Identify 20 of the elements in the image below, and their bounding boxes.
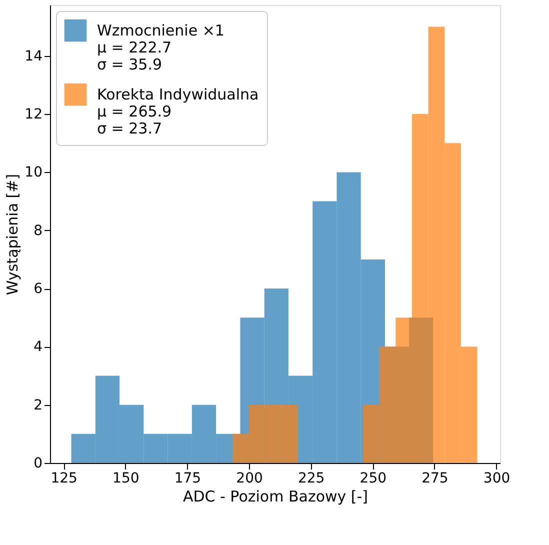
x-tick-label: 175 [174, 470, 202, 486]
x-tick-label: 150 [112, 470, 140, 486]
y-axis-title: Wystąpienia [#] [4, 174, 22, 296]
y-tick-label: 0 [34, 456, 42, 472]
x-tick-label: 200 [236, 470, 263, 486]
y-tick-label: 10 [24, 164, 42, 181]
x-tick-label: 125 [50, 470, 78, 486]
y-tick-label: 8 [34, 222, 42, 239]
y-tick-label: 14 [24, 48, 43, 64]
x-tick-label: 275 [422, 470, 448, 486]
legend-label: Korekta Indywidualna μ = 265.9 σ = 23.7 [97, 86, 259, 138]
y-tick-label: 4 [34, 339, 43, 356]
x-tick-label: 250 [360, 470, 387, 486]
y-tick-label: 12 [24, 106, 42, 123]
y-tick-label: 6 [34, 281, 43, 298]
x-axis-title: ADC - Poziom Bazowy [-] [182, 488, 368, 506]
x-tick-label: 225 [298, 470, 325, 486]
y-tick-label: 2 [34, 397, 42, 414]
legend-label: Wzmocnienie ×1 μ = 222.7 σ = 35.9 [97, 22, 224, 74]
x-tick-label: 300 [483, 470, 510, 486]
